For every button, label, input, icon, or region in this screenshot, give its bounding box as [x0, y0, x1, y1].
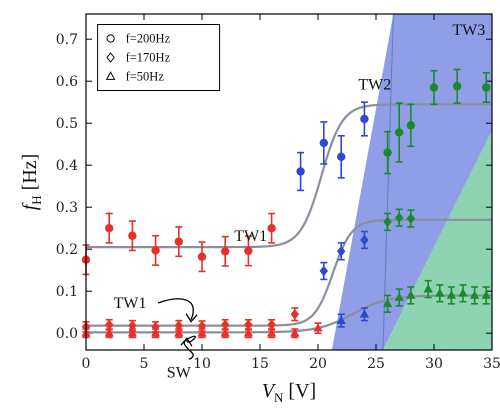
data-point-circle	[174, 237, 183, 246]
data-point-diamond	[383, 216, 392, 228]
data-point-triangle	[458, 288, 468, 297]
x-tick-label: 20	[309, 356, 327, 372]
data-point-triangle	[243, 328, 254, 337]
data-point-diamond	[197, 320, 207, 332]
legend-marker-triangle	[105, 71, 116, 80]
data-point-diamond	[221, 319, 230, 331]
plot-frame	[85, 13, 493, 351]
data-point-circle	[244, 246, 253, 256]
data-point-triangle	[446, 290, 457, 299]
x-axis-label: VN [V]	[262, 380, 316, 405]
data-point-diamond	[290, 309, 299, 320]
legend-marker-diamond	[106, 52, 115, 63]
data-point-circle	[267, 224, 276, 233]
data-point-circle	[197, 252, 207, 261]
regime-regions	[331, 14, 492, 350]
data-point-triangle	[435, 288, 445, 297]
data-point-circle	[105, 224, 114, 233]
legend-box	[97, 24, 221, 91]
data-point-triangle	[382, 298, 393, 308]
region-labels: TW1 TW2 TW3 TW1 SW	[114, 22, 486, 381]
data-point-circle	[482, 83, 491, 92]
legend-marker-circle	[106, 34, 115, 43]
x-tick-label: 35	[483, 356, 500, 372]
data-point-circle	[319, 138, 328, 148]
region-tw2	[331, 14, 492, 350]
y-tick-label: 0.0	[56, 326, 78, 342]
axis-labels: VN [V] fH [Hz]	[19, 154, 316, 405]
data-point-diamond	[267, 319, 276, 331]
legend-label: f=170Hz	[126, 51, 171, 65]
data-point-diamond	[319, 265, 328, 277]
data-point-triangle	[336, 315, 346, 324]
x-tick-label: 15	[251, 356, 269, 372]
data-point-circle	[395, 128, 404, 137]
arrowhead-tw1	[185, 313, 198, 323]
data-point-circle	[221, 247, 230, 256]
annotation-label: TW2	[358, 77, 391, 94]
y-axis-label: fH [Hz]	[19, 154, 44, 211]
annotation-arrows	[157, 298, 198, 360]
data-point-diamond	[244, 319, 253, 331]
x-tick-label: 0	[82, 356, 91, 372]
y-tick-label: 0.4	[56, 158, 78, 174]
data-point-circle	[453, 82, 462, 91]
arrowhead-sw	[180, 337, 193, 347]
arrow-tw1	[157, 298, 194, 320]
data-point-diamond	[360, 234, 369, 246]
data-point-circle	[296, 167, 305, 176]
annotation-label: TW1	[114, 295, 147, 312]
data-point-circle	[360, 114, 369, 124]
axes-ticks: 0 5 10 15 20 25 30 35 0.0 0.1 0.2 0.3 0.4 0.5 0.6 0.7	[56, 14, 500, 372]
y-tick-label: 0.6	[56, 74, 78, 90]
data-point-triangle	[150, 328, 161, 337]
x-tick-label: 30	[425, 356, 443, 372]
data-point-triangle	[174, 328, 184, 337]
data-point-triangle	[197, 328, 207, 337]
data-point-diamond	[395, 212, 404, 223]
x-tick-label: 5	[140, 356, 149, 372]
data-point-triangle	[406, 290, 416, 299]
data-point-triangle	[394, 292, 404, 301]
data-point-circle	[128, 231, 137, 240]
data-point-diamond	[105, 319, 114, 331]
data-point-diamond	[337, 246, 346, 257]
data-point-circle	[406, 121, 415, 130]
y-tick-label: 0.7	[56, 32, 78, 48]
data-point-triangle	[220, 328, 230, 337]
region-boundary	[382, 14, 394, 350]
y-tick-label: 0.5	[56, 116, 78, 132]
annotation-label: TW3	[452, 22, 485, 39]
data-point-circle	[429, 83, 439, 92]
y-tick-label: 0.1	[56, 284, 78, 300]
data-point-triangle	[481, 290, 491, 299]
data-point-triangle	[423, 284, 433, 293]
y-tick-label: 0.3	[56, 200, 78, 216]
data-point-triangle	[266, 328, 277, 337]
x-tick-label: 10	[193, 356, 211, 372]
data-point-triangle	[359, 309, 370, 318]
data-point-circle	[337, 152, 346, 161]
data-point-triangle	[469, 290, 480, 299]
data-point-triangle	[313, 323, 323, 332]
region-tw3	[382, 14, 492, 350]
data-point-circle	[383, 148, 392, 157]
data-point-triangle	[127, 328, 138, 337]
data-point-circle	[151, 246, 160, 255]
annotation-label: TW1	[234, 228, 267, 245]
legend-label: f=200Hz	[126, 32, 171, 46]
legend-label: f=50Hz	[126, 70, 165, 84]
data-point-triangle	[104, 328, 114, 337]
x-tick-label: 25	[367, 356, 385, 372]
data-point-diamond	[406, 213, 415, 224]
legend: f=200Hz f=170Hz f=50Hz	[97, 24, 221, 91]
y-tick-label: 0.2	[56, 242, 78, 258]
data-point-triangle	[290, 328, 300, 337]
annotation-label: SW	[167, 364, 192, 381]
arrow-sw	[183, 335, 196, 360]
